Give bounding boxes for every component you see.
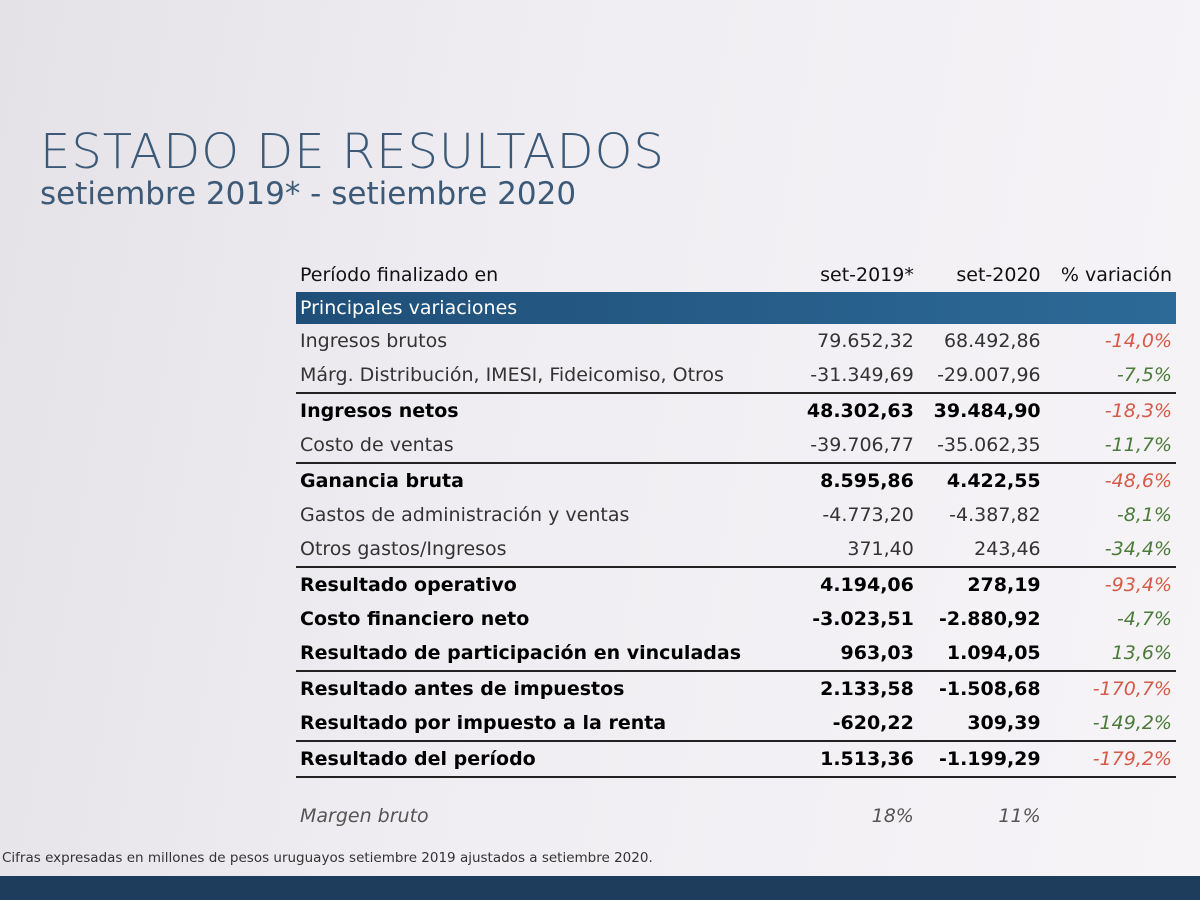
cell-value: 4.194,06 [820, 574, 914, 596]
row-label: Ingresos brutos [300, 330, 448, 352]
cell-value: -29.007,96 [917, 358, 1045, 394]
cell-value: -93,4% [1104, 574, 1172, 596]
cell-value: 1.513,36 [791, 741, 918, 778]
cell-value: -1.199,29 [917, 741, 1045, 778]
cell-value: -4,7% [1116, 608, 1172, 630]
table-row: Márg. Distribución, IMESI, Fideicomiso, … [296, 358, 1176, 394]
cell-value: 1.094,05 [917, 636, 1045, 672]
cell-value: -3.023,51 [812, 608, 914, 630]
cell-value: 8.595,86 [820, 470, 914, 492]
cell-value: -11,7% [1044, 428, 1176, 464]
cell-value: 13,6% [1044, 636, 1176, 672]
table-row: Resultado de participación en vinculadas… [296, 636, 1176, 672]
cell-value: -18,3% [1104, 400, 1172, 422]
table-row: Costo financiero neto -3.023,51 -2.880,92 -… [296, 602, 1176, 636]
column-header: Período finalizado en [300, 264, 499, 286]
cell-value: -620,22 [791, 706, 918, 742]
cell-value: -8,1% [1116, 504, 1172, 526]
subtitle: setiembre 2019* - setiembre 2020 [40, 176, 577, 212]
table-row: Otros gastos/Ingresos 371,40 243,46 -34,4% [296, 532, 1176, 568]
row-label: Resultado por impuesto a la renta [296, 706, 792, 742]
cell-value: -4.773,20 [822, 504, 914, 526]
cell-value: -48,6% [1104, 470, 1172, 492]
row-label: Ingresos netos [300, 400, 459, 422]
row-label: Gastos de administración y ventas [300, 504, 630, 526]
footnote: Cifras expresadas en millones de pesos u… [2, 850, 653, 866]
table-row: Ganancia bruta 8.595,86 4.422,55 -48,6% [296, 463, 1176, 498]
margin-value: 11% [998, 805, 1041, 827]
results-table: Período finalizado en set-2019* set-2020 % … [296, 258, 1176, 846]
margin-row: Margen bruto 18% 11% [296, 777, 1176, 846]
column-header: set-2020 [956, 264, 1041, 286]
table-row: Ingresos brutos 79.652,32 68.492,86 -14,0% [296, 324, 1176, 358]
table-row: Resultado antes de impuestos 2.133,58 -1.5… [296, 671, 1176, 706]
cell-value: -35.062,35 [917, 428, 1045, 464]
table-row: Resultado operativo 4.194,06 278,19 -93,4% [296, 567, 1176, 602]
cell-value: 79.652,32 [817, 330, 914, 352]
column-header: % variación [1060, 264, 1172, 286]
cell-value: -179,2% [1044, 741, 1176, 778]
cell-value: -14,0% [1104, 330, 1172, 352]
cell-value: -170,7% [1092, 678, 1172, 700]
cell-value: -4.387,82 [949, 504, 1041, 526]
cell-value: -31.349,69 [791, 358, 918, 394]
cell-value: -149,2% [1044, 706, 1176, 742]
margin-label: Margen bruto [300, 805, 429, 827]
table-row: Gastos de administración y ventas -4.773,… [296, 498, 1176, 532]
cell-value: -34,4% [1044, 532, 1176, 568]
cell-value: -1.508,68 [938, 678, 1041, 700]
cell-value: 278,19 [967, 574, 1041, 596]
cell-value: 963,03 [791, 636, 918, 672]
footer-bar [0, 876, 1200, 900]
row-label: Ganancia bruta [300, 470, 464, 492]
cell-value: 371,40 [791, 532, 918, 568]
header-row: Período finalizado en set-2019* set-2020 % … [296, 258, 1176, 292]
cell-value: 243,46 [917, 532, 1045, 568]
section-label: Principales variaciones [296, 292, 1176, 324]
row-label: Resultado antes de impuestos [300, 678, 625, 700]
row-label: Resultado del período [296, 741, 792, 778]
row-label: Costo financiero neto [300, 608, 530, 630]
cell-value: 48.302,63 [806, 400, 914, 422]
cell-value: 2.133,58 [820, 678, 914, 700]
row-label: Otros gastos/Ingresos [296, 532, 792, 568]
cell-value: -39.706,77 [791, 428, 918, 464]
column-header: set-2019* [820, 264, 914, 286]
section-row: Principales variaciones [296, 292, 1176, 324]
cell-value: 68.492,86 [943, 330, 1041, 352]
cell-value: 309,39 [917, 706, 1045, 742]
row-label: Resultado de participación en vinculadas [296, 636, 792, 672]
row-label: Márg. Distribución, IMESI, Fideicomiso, … [296, 358, 792, 394]
row-label: Costo de ventas [296, 428, 792, 464]
title: ESTADO DE RESULTADOS [40, 124, 665, 180]
table-row: Resultado por impuesto a la renta -620,22… [296, 706, 1176, 742]
empty-cell [1045, 777, 1176, 846]
cell-value: -7,5% [1044, 358, 1176, 394]
cell-value: -2.880,92 [938, 608, 1041, 630]
table-row: Resultado del período 1.513,36 -1.199,29 -1… [296, 741, 1176, 778]
cell-value: 39.484,90 [933, 400, 1041, 422]
table-row: Costo de ventas -39.706,77 -35.062,35 -11,7… [296, 428, 1176, 464]
row-label: Resultado operativo [300, 574, 517, 596]
table-row: Ingresos netos 48.302,63 39.484,90 -18,3% [296, 393, 1176, 428]
margin-value: 18% [871, 805, 914, 827]
cell-value: 4.422,55 [946, 470, 1041, 492]
